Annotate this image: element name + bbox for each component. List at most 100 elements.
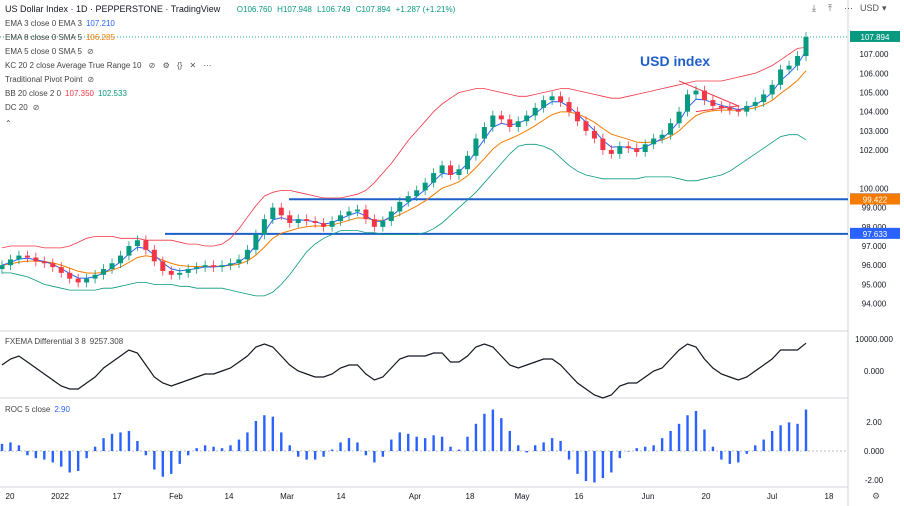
roc-bar [770,430,774,451]
candle [270,207,276,220]
bb-upper-line [1,47,807,249]
candle [58,267,64,273]
candle [566,102,572,112]
roc-bar [110,433,114,451]
delete-icon[interactable]: ✕ [189,61,197,70]
candle [261,219,267,235]
fxema-line [1,342,807,399]
roc-bar [533,445,537,451]
roc-bar [119,432,122,451]
candle [151,249,157,262]
roc-bar [170,451,173,474]
eye-off-icon[interactable]: ⊘ [86,47,94,56]
candle [236,259,242,264]
price-box [850,193,900,205]
chevron-down-icon[interactable]: ▾ [882,3,887,13]
candle [321,222,327,227]
roc-bar [161,451,164,477]
eye-off-icon[interactable]: ⊘ [87,75,95,84]
roc-bar [720,451,723,460]
roc-bar [407,433,410,451]
legend-bollinger[interactable]: BB 20 close 2 0 107.350 102.533 [5,89,127,98]
candle [371,219,377,227]
arrow-down-icon[interactable]: ⤓ [812,3,816,13]
candle [109,263,115,270]
roc-bar [457,449,461,451]
symbol-title[interactable]: US Dollar Index [5,4,69,14]
settings-icon[interactable]: ⚙ [872,492,880,502]
fxema-tick-label: 10000.000 [855,335,893,344]
roc-bar [330,449,334,451]
candle [194,267,200,270]
roc-bar [474,423,478,451]
roc-bar [381,451,385,457]
candle [177,272,183,275]
price-box-label: 99.422 [863,196,888,205]
more-icon[interactable]: ⋯ [203,61,212,70]
legend-ema5[interactable]: EMA 5 close 0 SMA 5 ⊘ [5,47,94,56]
candle [338,215,344,222]
candle [160,261,166,271]
collapse-legend-icon[interactable]: ⌃ [5,119,12,128]
more-icon[interactable]: ⋯ [844,3,853,13]
candle [16,255,22,260]
time-tick-label: Jun [642,492,655,501]
roc-bar [17,445,21,451]
candle [0,265,5,270]
roc-bar [576,451,579,474]
roc-bar [584,451,588,482]
legend-fxema[interactable]: FXEMA Differential 3 8 9257.308 [5,337,124,346]
candle [75,278,81,283]
candle [388,211,394,222]
time-tick-label: 18 [466,492,475,501]
bb-lower-line [2,134,807,297]
currency-label[interactable]: USD [860,3,880,13]
roc-bar [610,451,613,473]
roc-bar [297,451,300,457]
candle [727,107,733,110]
roc-bar [669,430,672,451]
eye-off-icon[interactable]: ⊘ [32,103,40,112]
roc-tick-label: 0.000 [864,447,885,456]
eye-off-icon[interactable]: ⊘ [148,61,156,70]
roc-bar [0,443,4,451]
legend-pivot[interactable]: Traditional Pivot Point ⊘ [5,75,95,84]
candle [583,121,589,131]
roc-bar [660,438,664,451]
legend-roc[interactable]: ROC 5 close 2.90 [5,405,70,414]
roc-bar [686,415,689,451]
roc-bar [423,438,427,451]
candle [744,105,750,112]
candle [549,96,555,101]
interval[interactable]: 1D [76,4,88,14]
roc-bar [390,439,393,451]
candle [7,259,13,266]
candle [405,196,411,202]
candle [92,274,98,279]
candle [710,100,716,106]
open-value: O106.760 [236,5,272,14]
roc-bar [364,451,368,456]
roc-bar [288,445,291,451]
legend-ema3[interactable]: EMA 3 close 0 EMA 3 107.210 [5,19,115,28]
arrow-up-icon[interactable]: ⤒ [828,3,832,13]
candle [134,240,140,246]
settings-icon[interactable]: ⚙ [162,61,170,70]
roc-bar [102,438,105,451]
roc-bar [745,451,748,454]
price-tick-label: 104.000 [860,108,889,117]
legend-keltner[interactable]: KC 20 2 close Average True Range 10 ⊘ ⚙ … [5,60,212,71]
ohlc-readout: O106.760 H107.948 L106.749 C107.894 +1.2… [237,5,458,14]
candle [769,84,775,95]
time-tick-label: Feb [169,492,183,501]
candle [515,121,521,128]
roc-bar [178,451,181,464]
source-code-icon[interactable]: {} [176,61,183,70]
roc-bar [60,451,63,467]
broker: PEPPERSTONE [95,4,163,14]
candle [253,234,259,250]
roc-bar [229,445,232,451]
legend-donchian[interactable]: DC 20 ⊘ [5,103,40,112]
legend-ema8[interactable]: EMA 8 close 0 SMA 5 106.285 [5,33,115,42]
